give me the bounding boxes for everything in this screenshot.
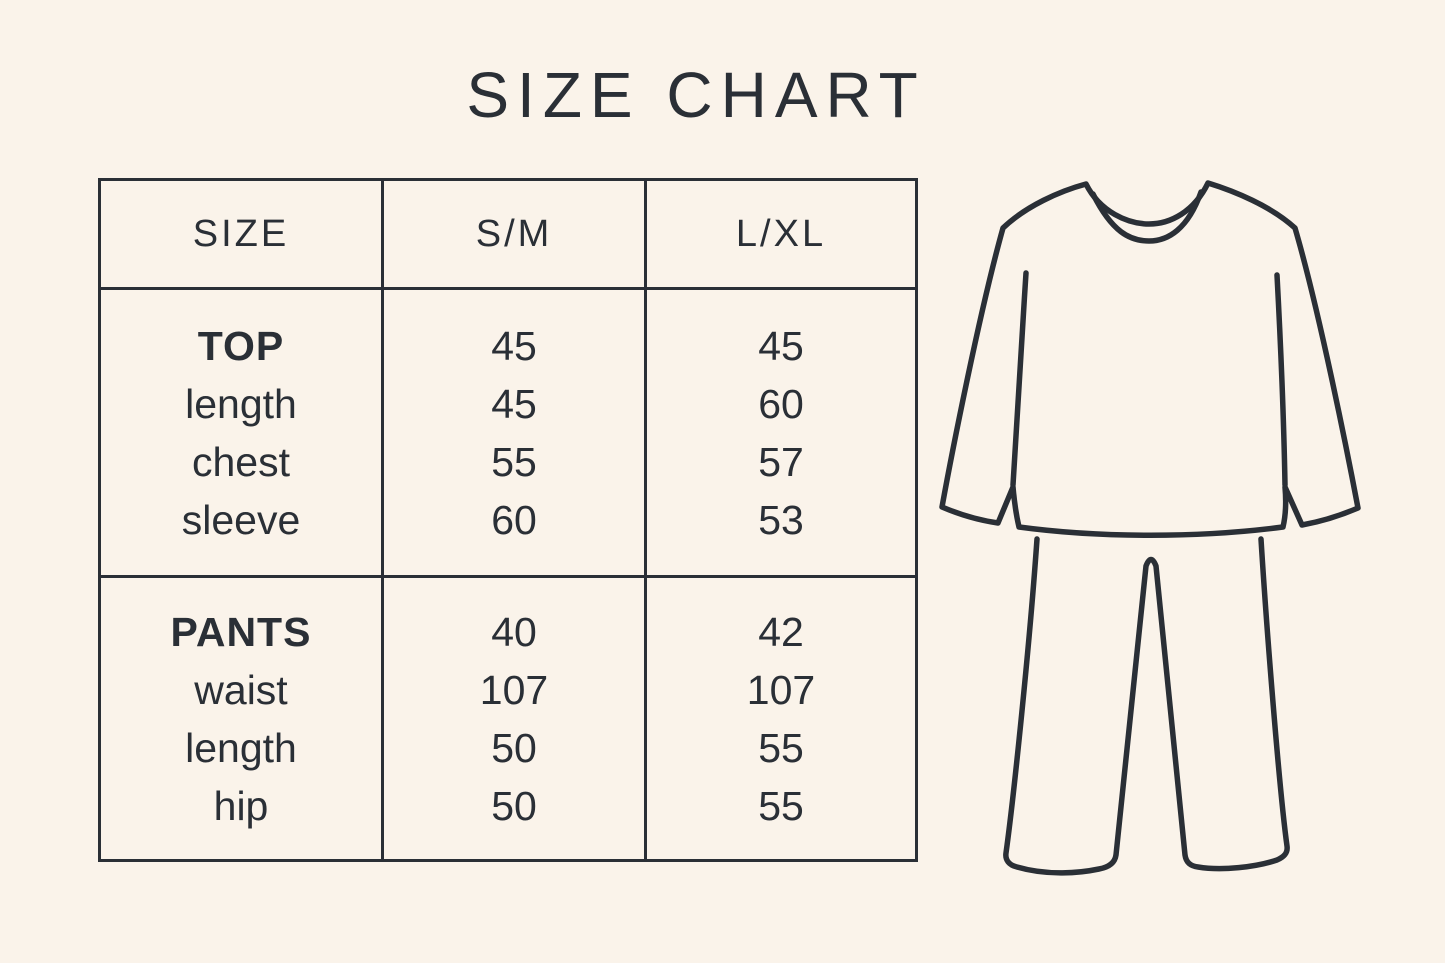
value-pants-sm: 40	[491, 608, 537, 655]
row-label-waist: waist	[194, 666, 288, 713]
collar-ribbing-line	[1090, 189, 1204, 244]
pants-section-lxl-values: 42 107 55 55	[647, 578, 915, 859]
right-torso-seam-line	[1274, 272, 1288, 488]
value-chest-lxl: 57	[758, 438, 804, 485]
column-header-sm-label: S/M	[475, 212, 553, 255]
pants-section-labels: PANTS waist length hip	[101, 578, 384, 859]
row-label-length: length	[185, 380, 297, 427]
row-label-chest: chest	[192, 438, 290, 485]
value-hip-sm: 50	[491, 782, 537, 829]
row-label-pants-length: length	[185, 724, 297, 771]
value-hip-lxl: 55	[758, 782, 804, 829]
row-label-sleeve: sleeve	[181, 496, 301, 543]
pajama-pants-outline	[1003, 536, 1290, 876]
row-label-hip: hip	[213, 782, 269, 829]
row-label-pants: PANTS	[170, 608, 312, 655]
value-waist-sm: 107	[479, 666, 549, 713]
top-section-labels: TOP length chest sleeve	[101, 290, 384, 578]
value-waist-lxl: 107	[746, 666, 816, 713]
value-sleeve-sm: 60	[491, 496, 537, 543]
value-pants-length-lxl: 55	[758, 724, 804, 771]
page-title: SIZE CHART	[466, 59, 926, 131]
top-section-sm-values: 45 45 55 60	[384, 290, 647, 578]
row-label-top: TOP	[197, 322, 285, 369]
pants-section-sm-values: 40 107 50 50	[384, 578, 647, 859]
value-top-sm: 45	[491, 322, 537, 369]
column-header-lxl: L/XL	[647, 181, 915, 290]
left-torso-seam-line	[1010, 270, 1029, 488]
size-chart-table: SIZE S/M L/XL TOP length chest sleeve 45…	[98, 178, 918, 862]
column-header-sm: S/M	[384, 181, 647, 290]
value-top-lxl: 45	[758, 322, 804, 369]
value-length-sm: 45	[491, 380, 537, 427]
pajama-top-outline	[939, 180, 1361, 538]
pajama-set-illustration	[939, 180, 1361, 876]
value-pants-length-sm: 50	[491, 724, 537, 771]
pajama-set-icon	[900, 150, 1400, 910]
column-header-size-label: SIZE	[192, 212, 290, 255]
value-sleeve-lxl: 53	[758, 496, 804, 543]
value-chest-sm: 55	[491, 438, 537, 485]
column-header-lxl-label: L/XL	[735, 212, 827, 255]
column-header-size: SIZE	[101, 181, 384, 290]
value-length-lxl: 60	[758, 380, 804, 427]
top-section-lxl-values: 45 60 57 53	[647, 290, 915, 578]
value-pants-lxl: 42	[758, 608, 804, 655]
